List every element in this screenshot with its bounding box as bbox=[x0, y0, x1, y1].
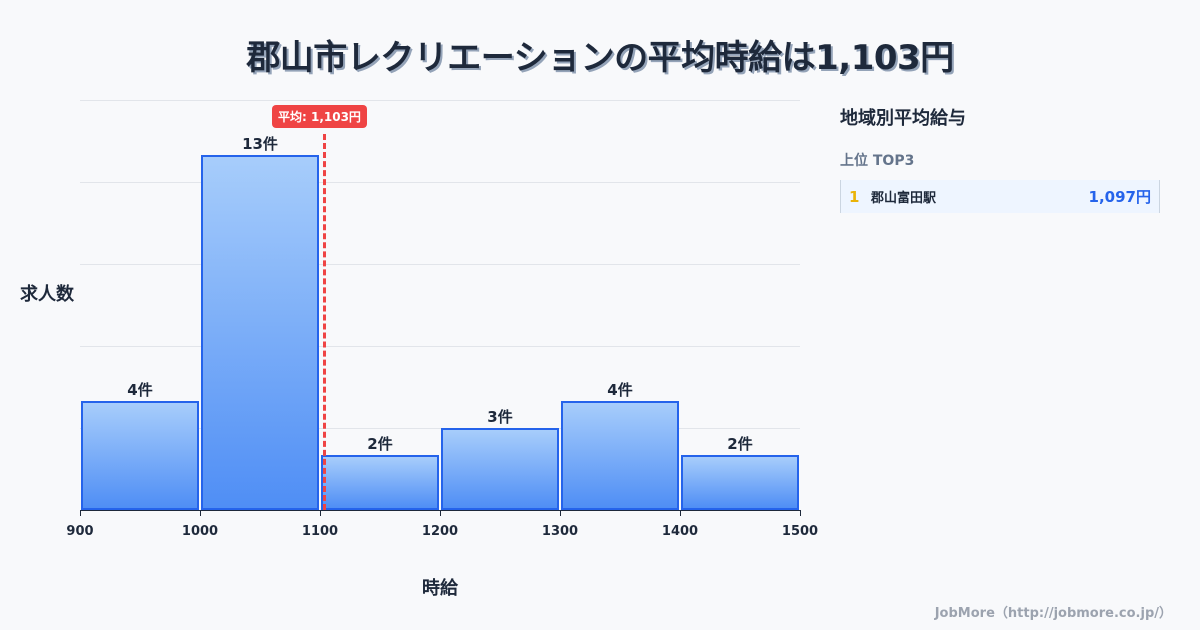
x-tick-label: 1000 bbox=[181, 524, 219, 539]
rank-station-name: 郡山富田駅 bbox=[871, 191, 937, 206]
y-axis-label: 求人数 bbox=[20, 284, 74, 305]
x-tick bbox=[800, 510, 801, 516]
x-tick bbox=[200, 510, 201, 516]
x-tick-label: 1300 bbox=[541, 524, 579, 539]
bar-value-label: 4件 bbox=[127, 380, 153, 399]
bar-value-label: 3件 bbox=[487, 408, 513, 426]
x-tick-label: 1100 bbox=[301, 524, 339, 539]
x-tick-label: 1400 bbox=[661, 524, 699, 539]
panel-title: 地域別平均給与 bbox=[840, 108, 966, 129]
histogram-bar bbox=[441, 428, 559, 510]
gridline bbox=[80, 346, 800, 347]
histogram-bar bbox=[81, 400, 199, 510]
gridline bbox=[80, 264, 800, 265]
bar-value-label: 2件 bbox=[727, 435, 753, 454]
gridline bbox=[80, 428, 800, 429]
x-tick-label: 1500 bbox=[781, 524, 819, 539]
histogram-bar bbox=[321, 455, 439, 510]
rank-number: 1 bbox=[849, 187, 860, 206]
panel-subtitle: 上位 TOP3 bbox=[840, 153, 915, 169]
x-tick-label: 900 bbox=[66, 524, 94, 539]
histogram-bar bbox=[561, 400, 679, 510]
footer-credit: JobMore（http://jobmore.co.jp/） bbox=[934, 606, 1172, 621]
x-tick bbox=[320, 510, 321, 516]
bar-value-label: 4件 bbox=[607, 380, 633, 399]
bar-value-label: 13件 bbox=[242, 134, 278, 153]
x-tick bbox=[440, 510, 441, 516]
x-axis-label: 時給 bbox=[422, 578, 458, 599]
rank-row: 1 郡山富田駅 1,097円 bbox=[840, 180, 1160, 213]
x-tick bbox=[80, 510, 81, 516]
gridline bbox=[80, 100, 800, 101]
bar-value-label: 2件 bbox=[367, 435, 393, 454]
histogram-bar bbox=[201, 154, 319, 510]
regional-salary-panel: 地域別平均給与 上位 TOP3 1 郡山富田駅 1,097円 bbox=[840, 100, 1160, 213]
x-tick-label: 1200 bbox=[421, 524, 459, 539]
x-tick bbox=[560, 510, 561, 516]
gridline bbox=[80, 182, 800, 183]
rank-salary-value: 1,097円 bbox=[1088, 188, 1151, 206]
page-title: 郡山市レクリエーションの平均時給は1,103円 bbox=[246, 38, 954, 78]
histogram-bar bbox=[681, 455, 799, 510]
mean-line bbox=[323, 134, 326, 510]
mean-badge: 平均: 1,103円 bbox=[272, 105, 367, 128]
x-tick bbox=[680, 510, 681, 516]
histogram-chart: 4件 13件 2件 3件 4件 2件 900 1000 1100 1200 1300 1400 150… bbox=[20, 100, 818, 599]
